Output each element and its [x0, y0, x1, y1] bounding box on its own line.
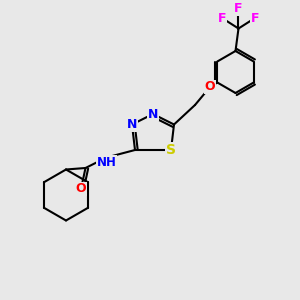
Text: F: F: [234, 2, 243, 16]
Text: S: S: [166, 143, 176, 157]
Text: N: N: [127, 118, 137, 131]
Text: O: O: [205, 80, 215, 94]
Text: O: O: [76, 182, 86, 196]
Text: F: F: [251, 11, 259, 25]
Text: N: N: [148, 107, 158, 121]
Text: F: F: [218, 11, 226, 25]
Text: NH: NH: [97, 155, 116, 169]
